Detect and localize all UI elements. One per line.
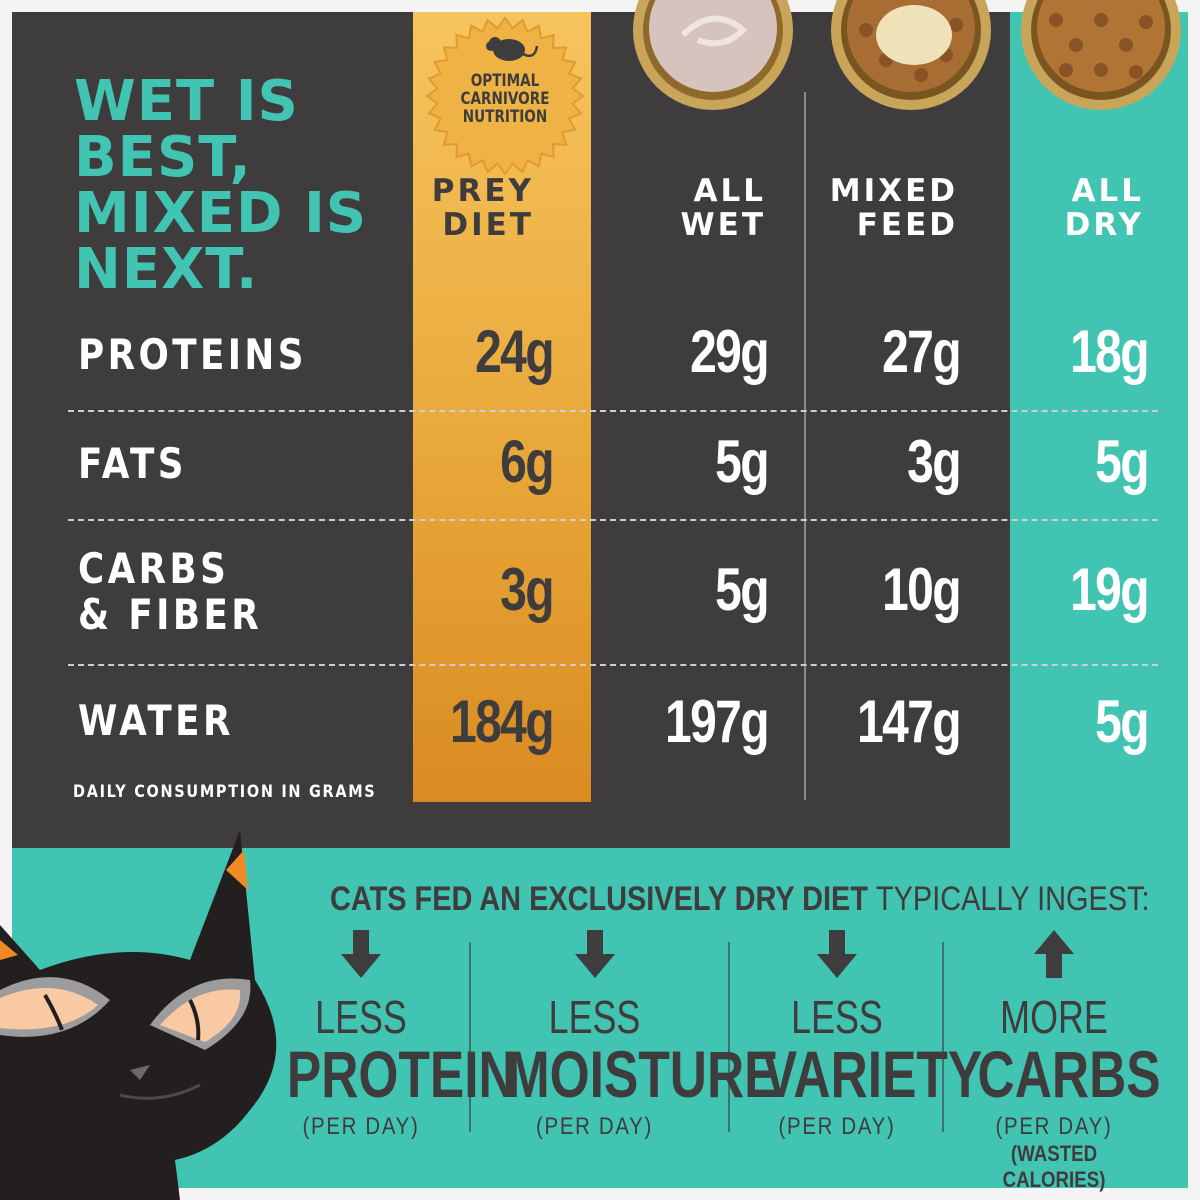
- down-arrow-icon: [817, 930, 857, 978]
- table-cell-value: 5g: [715, 556, 769, 623]
- ingest-nutrient: PROTEIN: [286, 1037, 516, 1111]
- column-header-line: FEED: [856, 207, 958, 243]
- column-divider: [804, 92, 806, 800]
- table-cell-value: 6g: [500, 428, 554, 495]
- down-arrow-icon: [341, 930, 381, 978]
- badge-text-line: CARNIVORE: [460, 89, 550, 109]
- headline-line: WET IS: [74, 69, 299, 134]
- row-label-line: WATER: [78, 696, 234, 745]
- headline-line: NEXT.: [74, 237, 259, 302]
- table-cell-value: 29g: [690, 318, 770, 385]
- cat-eye-left: [0, 977, 110, 1037]
- wet-food-bowl-image: [633, 0, 793, 110]
- badge-text-line: NUTRITION: [462, 107, 548, 127]
- row-label-line: FATS: [78, 439, 187, 488]
- ingest-nutrient: MOISTURE: [506, 1037, 779, 1111]
- row-label-line: CARBS: [78, 544, 230, 593]
- ingest-period: (PER DAY): [302, 1113, 420, 1140]
- ingest-item-protein: LESS PROTEIN (PER DAY): [266, 930, 516, 1141]
- column-header-line: WET: [680, 207, 766, 243]
- headline-line: BEST,: [74, 125, 252, 190]
- dry-diet-subtitle: CATS FED AN EXCLUSIVELY DRY DIET TYPICAL…: [330, 880, 1150, 918]
- ingest-direction: LESS: [548, 991, 641, 1043]
- starburst-seal-icon: [425, 16, 585, 176]
- table-cell-value: 184g: [449, 688, 555, 755]
- column-header-wet: ALL WET: [566, 174, 766, 242]
- mouse-icon: [486, 37, 539, 61]
- column-header-mixed: MIXED FEED: [758, 174, 958, 242]
- dry-food-bowl-image: [1021, 0, 1181, 110]
- subtitle-light: TYPICALLY INGEST:: [875, 880, 1150, 918]
- column-header-dry: ALL DRY: [944, 174, 1144, 242]
- table-cell-value: 27g: [882, 318, 962, 385]
- ingest-period: (PER DAY): [536, 1113, 653, 1140]
- row-label-line: & FIBER: [78, 590, 263, 639]
- up-arrow-icon: [1034, 930, 1074, 978]
- row-separator: [68, 410, 1158, 412]
- all-dry-column-bg: [1010, 12, 1188, 848]
- table-cell-value: 5g: [1095, 428, 1149, 495]
- headline: WET IS BEST, MIXED IS NEXT.: [74, 74, 367, 298]
- headline-line: MIXED IS: [74, 181, 368, 246]
- down-arrow-icon: [574, 930, 615, 978]
- column-header-line: DIET: [442, 207, 534, 243]
- column-header-prey: PREY DIET: [334, 174, 534, 242]
- ingest-divider: [728, 942, 730, 1132]
- ingest-direction: MORE: [1000, 991, 1108, 1043]
- footnote: DAILY CONSUMPTION IN GRAMS: [73, 782, 377, 802]
- table-cell-value: 3g: [907, 428, 961, 495]
- ingest-nutrient: CARBS: [977, 1037, 1161, 1111]
- ingest-period: (PER DAY): [995, 1113, 1113, 1140]
- ingest-period: (PER DAY): [778, 1113, 896, 1140]
- column-header-line: MIXED: [829, 173, 958, 209]
- table-cell-value: 3g: [500, 556, 554, 623]
- row-label-line: PROTEINS: [78, 330, 307, 379]
- row-label-proteins: PROTEINS: [78, 332, 307, 378]
- row-label-carbs: CARBS & FIBER: [78, 546, 262, 638]
- row-label-water: WATER: [78, 698, 234, 744]
- ingest-divider: [469, 942, 471, 1132]
- table-cell-value: 147g: [856, 688, 962, 755]
- badge-text-line: OPTIMAL: [470, 71, 540, 91]
- cat-nose: [130, 1065, 150, 1080]
- ingest-item-variety: LESS VARIETY (PER DAY): [742, 930, 983, 1141]
- ingest-direction: LESS: [315, 991, 407, 1043]
- row-label-fats: FATS: [78, 441, 187, 487]
- table-cell-value: 24g: [475, 318, 555, 385]
- column-header-line: ALL: [1071, 173, 1144, 209]
- cat-eye-right: [150, 978, 251, 1050]
- subtitle-bold: CATS FED AN EXCLUSIVELY DRY DIET: [330, 880, 868, 918]
- column-header-line: PREY: [431, 173, 534, 209]
- table-cell-value: 5g: [1095, 688, 1149, 755]
- row-separator: [68, 664, 1158, 666]
- table-cell-value: 197g: [664, 688, 770, 755]
- table-cell-value: 19g: [1070, 556, 1150, 623]
- mixed-food-bowl-image: [831, 0, 991, 110]
- column-header-line: DRY: [1064, 207, 1144, 243]
- black-cat-illustration: [0, 830, 277, 1200]
- ingest-item-moisture: LESS MOISTURE (PER DAY): [482, 930, 779, 1141]
- table-cell-value: 10g: [882, 556, 962, 623]
- table-cell-value: 18g: [1070, 318, 1150, 385]
- cat-ear-inner: [226, 850, 248, 890]
- ingest-divider: [942, 942, 944, 1132]
- column-header-line: ALL: [693, 173, 766, 209]
- ingest-nutrient: VARIETY: [762, 1037, 983, 1111]
- row-separator: [68, 519, 1158, 521]
- table-cell-value: 5g: [715, 428, 769, 495]
- ingest-note: (WASTED CALORIES): [1002, 1141, 1106, 1192]
- ingest-item-carbs: MORE CARBS (PER DAY) (WASTED CALORIES): [956, 930, 1161, 1193]
- ingest-direction: LESS: [791, 991, 883, 1043]
- optimal-nutrition-badge: OPTIMAL CARNIVORE NUTRITION: [425, 16, 585, 176]
